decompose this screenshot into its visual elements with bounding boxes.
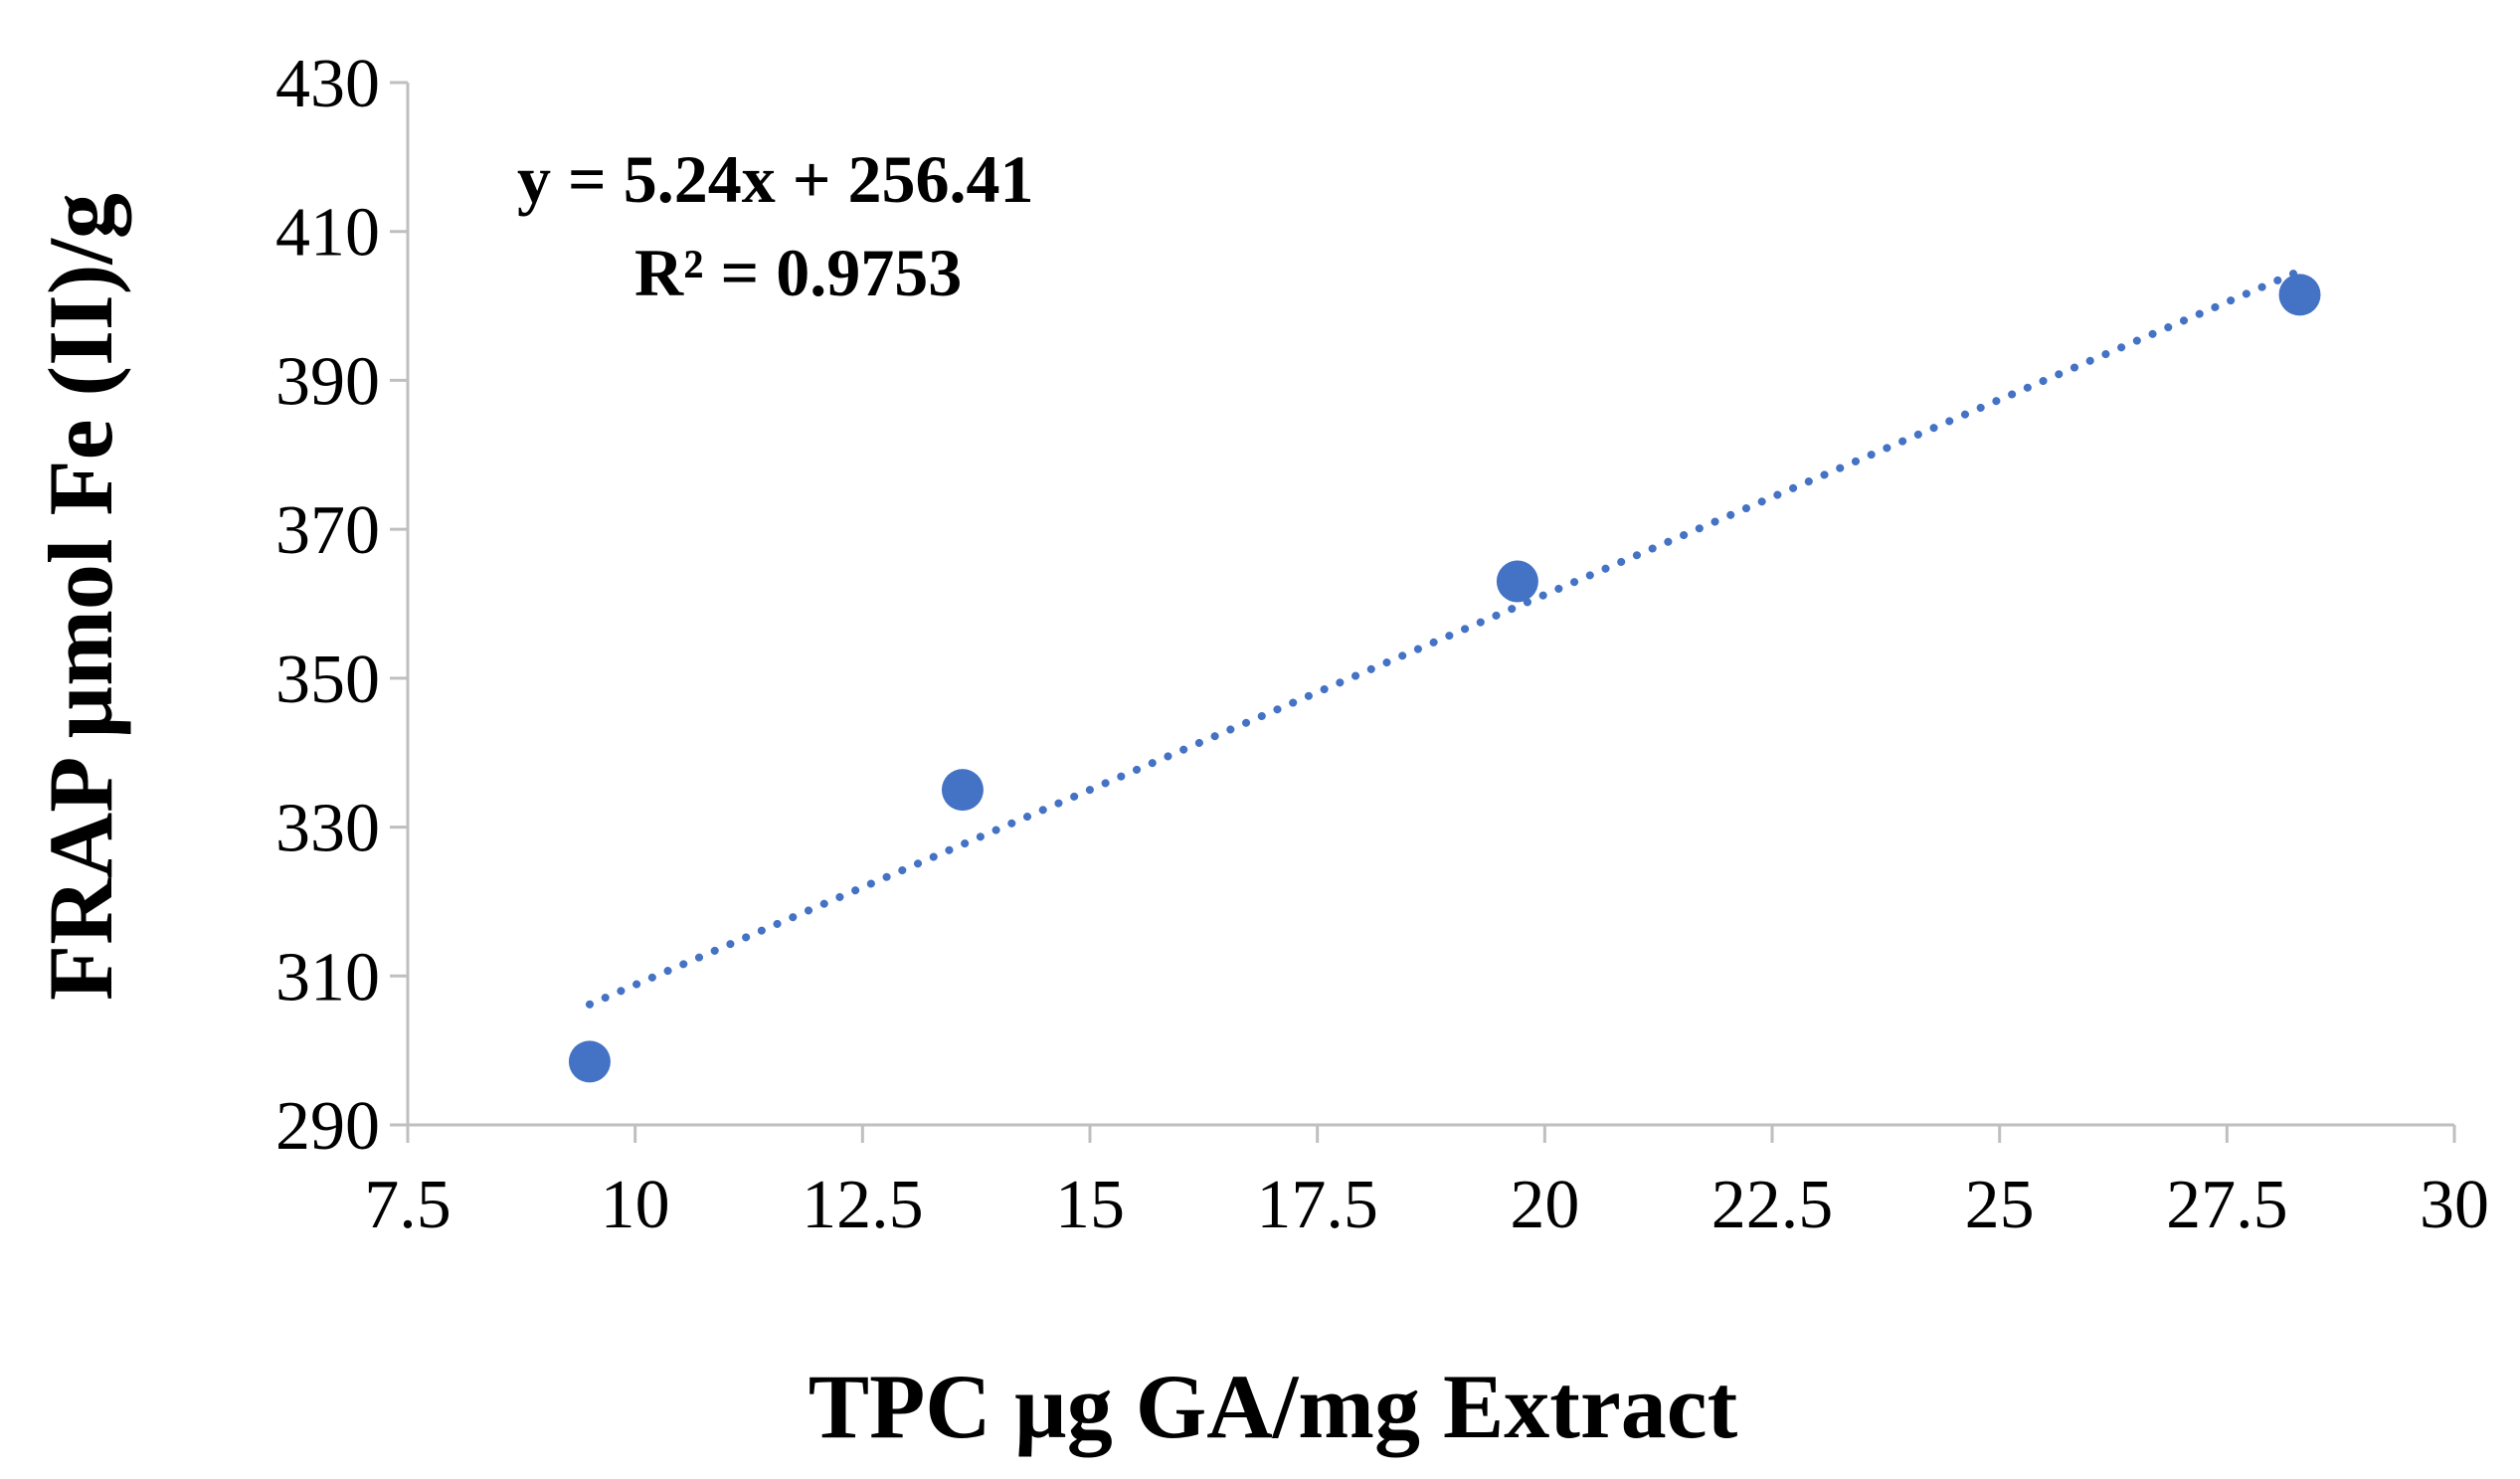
y-tick-label: 330 xyxy=(275,791,380,867)
y-tick-label: 410 xyxy=(275,195,380,272)
x-tick-label: 27.5 xyxy=(2166,1167,2288,1243)
x-tick-label: 17.5 xyxy=(1256,1167,1378,1243)
trendline-r-squared: R² = 0.9753 xyxy=(634,235,962,310)
x-tick-label: 10 xyxy=(601,1167,670,1243)
y-axis-title: FRAP µmol Fe (II)/g xyxy=(30,193,131,1001)
x-axis: 7.5 10 12.5 15 17.5 20 22.5 25 27.5 30 xyxy=(364,1123,2489,1243)
x-tick-label: 30 xyxy=(2420,1167,2489,1243)
trendline xyxy=(585,267,2304,1009)
y-tick-label: 370 xyxy=(275,492,380,569)
x-tick-label: 15 xyxy=(1055,1167,1125,1243)
x-axis-title: TPC µg GA/mg Extract xyxy=(809,1356,1738,1457)
y-tick-label: 290 xyxy=(275,1088,380,1165)
x-tick-label: 25 xyxy=(1965,1167,2035,1243)
points-layer xyxy=(568,274,2321,1083)
x-tick-label: 7.5 xyxy=(364,1167,451,1243)
data-point xyxy=(941,769,984,812)
data-point xyxy=(2278,274,2321,316)
y-tick-label: 430 xyxy=(275,46,380,122)
data-point xyxy=(1496,560,1538,603)
trendline-layer xyxy=(585,267,2304,1009)
x-tick-label: 22.5 xyxy=(1711,1167,1834,1243)
trendline-equation: y = 5.24x + 256.41 xyxy=(517,141,1034,217)
y-axis: 290 310 330 350 370 390 410 430 xyxy=(275,46,410,1165)
y-tick-label: 310 xyxy=(275,939,380,1016)
data-point xyxy=(568,1040,611,1083)
x-tick-label: 20 xyxy=(1510,1167,1579,1243)
y-tick-label: 390 xyxy=(275,343,380,420)
x-tick-label: 12.5 xyxy=(802,1167,924,1243)
y-tick-label: 350 xyxy=(275,642,380,718)
